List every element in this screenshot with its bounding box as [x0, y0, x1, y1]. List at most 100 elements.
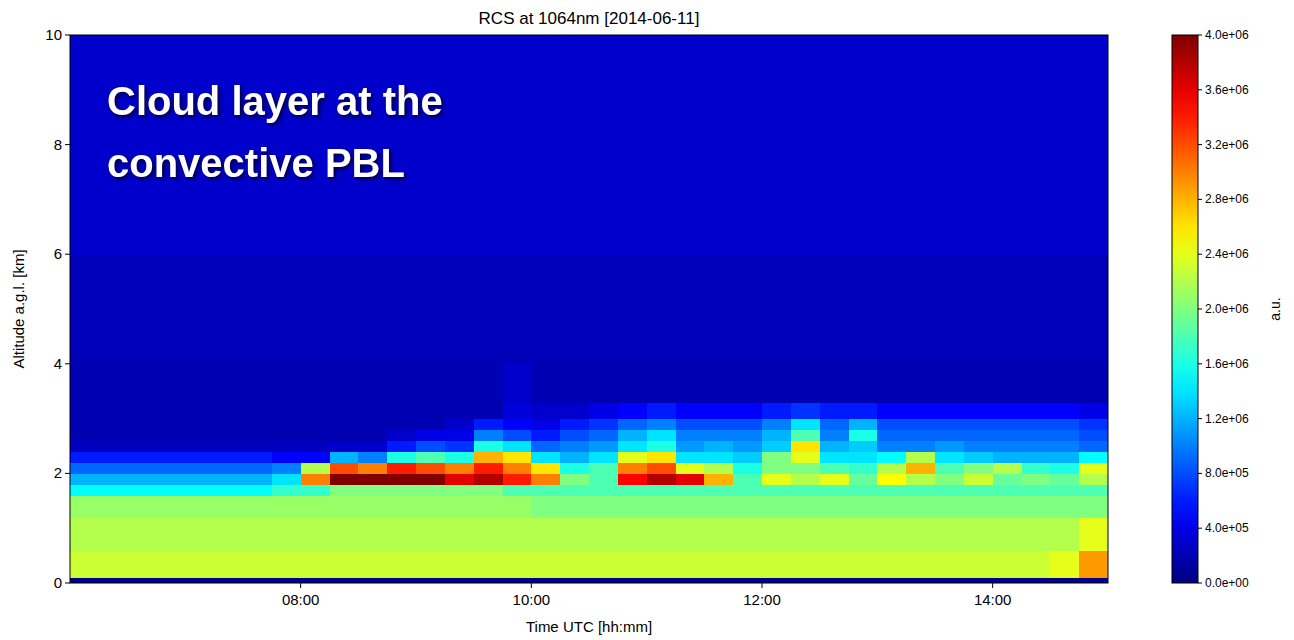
cell [877, 402, 906, 419]
cell [416, 462, 445, 474]
cell [416, 451, 445, 463]
y-tick-label: 6 [54, 245, 62, 262]
cell [214, 473, 243, 485]
cell [70, 419, 99, 431]
cell [906, 402, 935, 419]
colorbar-label: a.u. [1267, 297, 1283, 320]
cell [820, 430, 849, 442]
cell [1079, 473, 1108, 485]
cell [99, 484, 128, 496]
cell [387, 473, 416, 485]
cell [733, 402, 762, 419]
cell [70, 35, 99, 255]
cell [445, 402, 474, 419]
cell [531, 462, 560, 474]
cell [877, 517, 906, 550]
cell [185, 473, 214, 485]
colorbar-tick-label: 2.4e+06 [1205, 247, 1249, 261]
cell [301, 451, 330, 463]
cell [272, 254, 301, 364]
cell [1050, 495, 1079, 518]
colorbar-tick-label: 0.0e+00 [1205, 576, 1249, 590]
cell [906, 550, 935, 578]
cell [676, 402, 705, 419]
chart: 08:0010:0012:0014:000246810RCS at 1064nm… [0, 0, 1294, 640]
cell [849, 254, 878, 364]
cell [157, 462, 186, 474]
annotation: Cloud layer at the [107, 79, 443, 123]
cell [906, 484, 935, 496]
cell [820, 462, 849, 474]
cell [387, 462, 416, 474]
cell [733, 364, 762, 403]
cell [589, 254, 618, 364]
cell [704, 484, 733, 496]
x-tick-label: 08:00 [282, 591, 320, 608]
cell [243, 441, 272, 453]
cell [618, 451, 647, 463]
cell [474, 473, 503, 485]
cell [416, 484, 445, 496]
colorbar-tick-label: 3.6e+06 [1205, 83, 1249, 97]
cell [1022, 517, 1051, 550]
cell [704, 550, 733, 578]
cell [128, 495, 157, 518]
cell [993, 441, 1022, 453]
cell [157, 517, 186, 550]
cell [387, 550, 416, 578]
cell [358, 451, 387, 463]
cell [301, 441, 330, 453]
cell [474, 495, 503, 518]
cell [387, 430, 416, 442]
cell [733, 517, 762, 550]
cell [214, 419, 243, 431]
cell [791, 35, 820, 255]
cell [1050, 462, 1079, 474]
cell [560, 441, 589, 453]
cell [99, 473, 128, 485]
cell [358, 495, 387, 518]
cell [474, 430, 503, 442]
cell [676, 495, 705, 518]
cell [1079, 484, 1108, 496]
cell [157, 419, 186, 431]
cell [560, 578, 589, 583]
cell [791, 419, 820, 431]
cell [358, 473, 387, 485]
cell [589, 462, 618, 474]
cell [820, 484, 849, 496]
colorbar-tick-label: 1.2e+06 [1205, 412, 1249, 426]
cell [791, 254, 820, 364]
cell [704, 441, 733, 453]
cell [243, 451, 272, 463]
cell [906, 578, 935, 583]
cell [272, 402, 301, 419]
cell [416, 430, 445, 442]
cell [993, 495, 1022, 518]
cell [964, 402, 993, 419]
cell [445, 35, 474, 255]
cell [272, 441, 301, 453]
cell [157, 495, 186, 518]
cell [762, 441, 791, 453]
cell [70, 402, 99, 419]
cell [647, 430, 676, 442]
cell [99, 441, 128, 453]
cell [647, 495, 676, 518]
y-tick-label: 0 [54, 574, 62, 591]
cell [243, 484, 272, 496]
cell [99, 419, 128, 431]
cell [474, 364, 503, 403]
y-tick-label: 10 [45, 26, 62, 43]
cell [762, 495, 791, 518]
cell [733, 419, 762, 431]
cell [128, 484, 157, 496]
cell [820, 35, 849, 255]
cell [185, 484, 214, 496]
cell [704, 254, 733, 364]
cell [214, 484, 243, 496]
cell [128, 451, 157, 463]
cell [1079, 441, 1108, 453]
cell [791, 402, 820, 419]
cell [531, 484, 560, 496]
